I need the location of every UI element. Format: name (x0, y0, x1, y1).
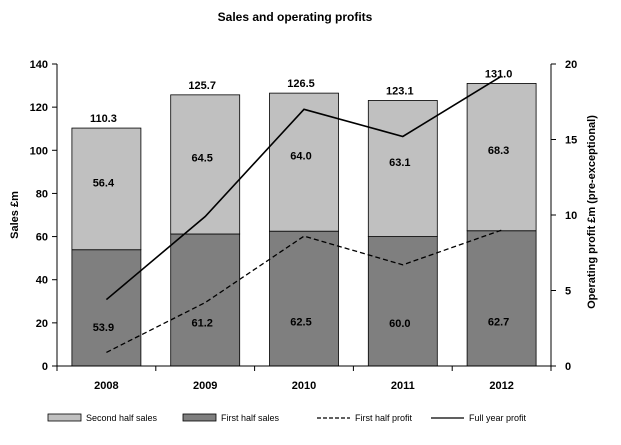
legend-label-second-half-sales: Second half sales (86, 413, 158, 423)
left-tick-label: 0 (42, 361, 48, 373)
profit-lines-group (105, 75, 503, 353)
first-half-sales-bar (170, 233, 241, 367)
left-tick-label: 40 (36, 275, 48, 287)
first-half-sales-label: 60.0 (389, 318, 410, 330)
left-tick-label: 140 (30, 59, 48, 71)
second-half-sales-bar (466, 83, 537, 232)
right-tick-label: 0 (565, 361, 571, 373)
first-half-sales-label: 53.9 (93, 322, 114, 334)
first-half-sales-bar (71, 249, 142, 367)
legend-label-first-half-profit: First half profit (355, 413, 413, 423)
legend: Second half sales First half sales First h… (47, 413, 527, 423)
left-tick-label: 20 (36, 318, 48, 330)
legend-label-full-year-profit: Full year profit (469, 413, 527, 423)
legend-swatch-first-half-sales (182, 413, 217, 422)
legend-swatch-second-half-sales (47, 413, 82, 422)
second-half-sales-label: 64.5 (191, 153, 212, 165)
first-half-sales-bar (367, 236, 438, 367)
total-sales-label: 125.7 (188, 80, 216, 92)
right-tick-label: 20 (565, 59, 577, 71)
first-half-sales-label: 62.5 (290, 317, 311, 329)
total-sales-label: 123.1 (386, 85, 414, 97)
total-sales-label: 131.0 (485, 68, 513, 80)
data-labels-group: 53.9 56.4 110.3 61.2 64.5 125.7 62.5 64.0 126.5 6… (90, 68, 512, 334)
first-half-profit-line (106, 229, 502, 353)
right-axis-title: Operating profit £m (pre-exceptional) (586, 115, 598, 309)
second-half-sales-bar (71, 127, 142, 251)
right-tick-label: 5 (565, 286, 571, 298)
second-half-sales-label: 64.0 (290, 150, 311, 162)
left-tick-label: 80 (36, 188, 48, 200)
first-half-sales-bar (269, 230, 339, 367)
x-tick-label: 2011 (391, 380, 415, 392)
legend-label-first-half-sales: First half sales (221, 413, 280, 423)
total-sales-label: 110.3 (90, 113, 117, 125)
left-axis-title: Sales £m (9, 191, 21, 239)
full-year-profit-line (105, 75, 503, 301)
first-half-sales-label: 61.2 (191, 317, 212, 329)
chart-title: Sales and operating profits (218, 10, 373, 24)
second-half-sales-bar (170, 94, 241, 235)
left-tick-label: 100 (30, 145, 48, 157)
second-half-sales-label: 63.1 (389, 157, 410, 169)
right-tick-label: 15 (565, 135, 577, 147)
right-tick-label: 10 (565, 210, 577, 222)
x-tick-label: 2008 (94, 380, 118, 392)
x-tick-label: 2012 (489, 380, 513, 392)
left-tick-label: 120 (30, 102, 48, 114)
second-half-sales-label: 56.4 (93, 177, 115, 189)
left-tick-label: 60 (36, 232, 48, 244)
x-tick-label: 2010 (292, 380, 316, 392)
first-half-sales-label: 62.7 (488, 316, 509, 328)
second-half-sales-label: 68.3 (488, 145, 509, 157)
x-tick-label: 2009 (193, 380, 217, 392)
total-sales-label: 126.5 (287, 78, 315, 90)
first-half-sales-bar (466, 230, 537, 367)
ticks-group: 0 20 40 60 80 100 120 140 0 5 10 15 20 2008 2009 2010 20… (30, 59, 578, 392)
bars-group (71, 83, 537, 367)
